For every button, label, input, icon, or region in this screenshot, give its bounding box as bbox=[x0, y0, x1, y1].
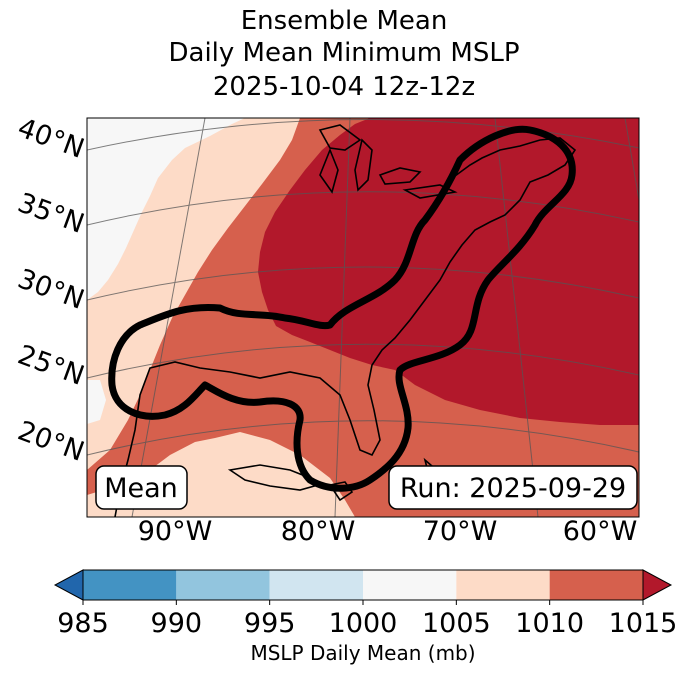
map-border bbox=[86, 117, 640, 518]
mean-box bbox=[95, 465, 188, 510]
lat-label-40: 40°N bbox=[14, 112, 89, 164]
title-line-1: Ensemble Mean bbox=[240, 6, 448, 36]
field-above-1015 bbox=[258, 118, 639, 425]
title-line-2: Daily Mean Minimum MSLP bbox=[168, 38, 520, 68]
colorbar-tick-label: 985 bbox=[57, 608, 109, 639]
colorbar-bin bbox=[83, 570, 177, 600]
field-1000-1005-west bbox=[87, 380, 106, 424]
run-label: Run: 2025-09-29 bbox=[400, 473, 626, 504]
colorbar-bin bbox=[363, 570, 457, 600]
colorbar-tick-label: 1000 bbox=[329, 608, 398, 639]
colorbar-label: MSLP Daily Mean (mb) bbox=[250, 641, 475, 665]
colorbar-extend-low bbox=[53, 569, 84, 601]
lat-label-25: 25°N bbox=[14, 339, 89, 391]
colorbar-tick-label: 1010 bbox=[515, 608, 584, 639]
lon-label-90w: 90°W bbox=[138, 516, 213, 547]
colorbar-tick-label: 1015 bbox=[609, 608, 678, 639]
colorbar-tick-label: 990 bbox=[151, 608, 203, 639]
lon-label-70w: 70°W bbox=[423, 516, 498, 547]
colorbar-ticks: 985 990 995 1000 1005 1010 1015 bbox=[57, 600, 677, 639]
lat-label-30: 30°N bbox=[14, 263, 89, 315]
mean-label: Mean bbox=[104, 473, 178, 504]
map-field bbox=[87, 118, 639, 517]
colorbar-bin bbox=[549, 570, 643, 600]
colorbar-bin bbox=[176, 570, 270, 600]
lat-label-20: 20°N bbox=[14, 415, 89, 467]
mean-contour bbox=[108, 125, 576, 492]
colorbar-bin bbox=[456, 570, 550, 600]
title-line-3: 2025-10-04 12z-12z bbox=[212, 72, 476, 102]
lon-label-80w: 80°W bbox=[281, 516, 356, 547]
lon-label-60w: 60°W bbox=[563, 516, 638, 547]
colorbar-tick-label: 1005 bbox=[422, 608, 491, 639]
run-box bbox=[388, 465, 638, 510]
colorbar bbox=[53, 569, 673, 601]
graticule bbox=[87, 118, 639, 517]
field-1000-1005 bbox=[87, 118, 245, 300]
lat-label-35: 35°N bbox=[14, 187, 89, 239]
colorbar-bin bbox=[269, 570, 363, 600]
colorbar-tick-label: 995 bbox=[244, 608, 296, 639]
colorbar-extend-high bbox=[642, 569, 673, 601]
